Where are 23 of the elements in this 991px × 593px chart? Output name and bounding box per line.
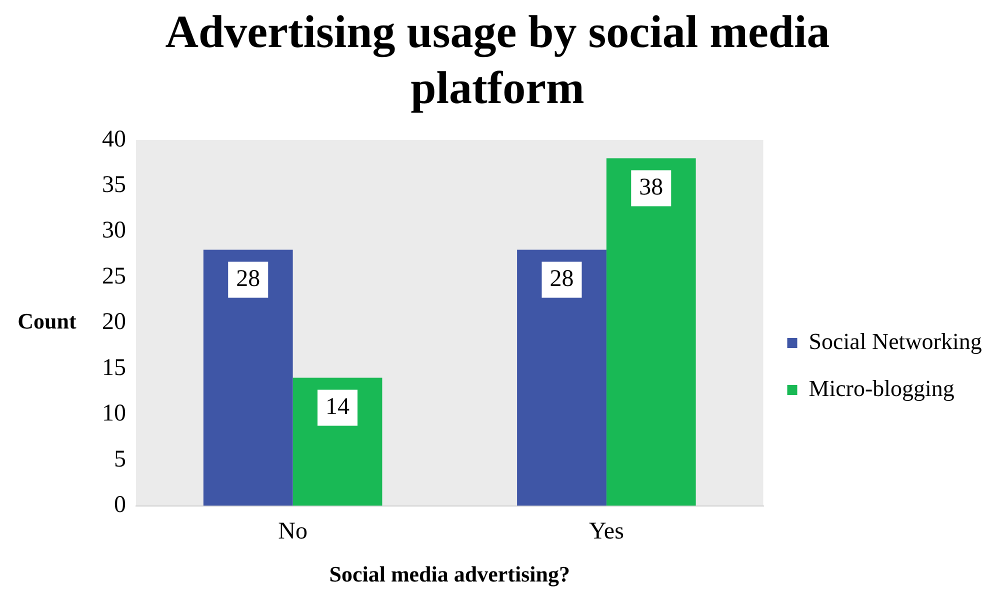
y-axis-title: Count	[18, 308, 78, 334]
bar	[517, 250, 606, 506]
legend-label: Micro-blogging	[808, 376, 955, 402]
y-tick-label: 5	[114, 446, 126, 472]
chart-title: Advertising usage by social media platform	[164, 5, 831, 115]
bar	[606, 158, 696, 506]
y-tick-label: 25	[102, 263, 126, 290]
y-tick-label: 0	[114, 492, 126, 518]
data-label: 38	[639, 174, 664, 201]
y-tick-label: 35	[102, 172, 126, 198]
data-label: 28	[236, 266, 260, 292]
data-label: 14	[326, 394, 350, 420]
y-tick-label: 15	[102, 354, 126, 381]
x-axis-title: Social media advertising?	[329, 561, 570, 586]
data-label: 28	[550, 266, 574, 292]
x-tick-label: Yes	[588, 518, 624, 544]
x-tick-label: No	[278, 518, 308, 544]
y-tick-label: 30	[102, 218, 126, 244]
y-tick-label: 20	[102, 309, 126, 336]
bar	[203, 250, 293, 506]
y-tick-label: 10	[102, 400, 126, 427]
y-tick-label: 40	[102, 126, 126, 152]
legend-label: Social Networking	[808, 329, 982, 354]
